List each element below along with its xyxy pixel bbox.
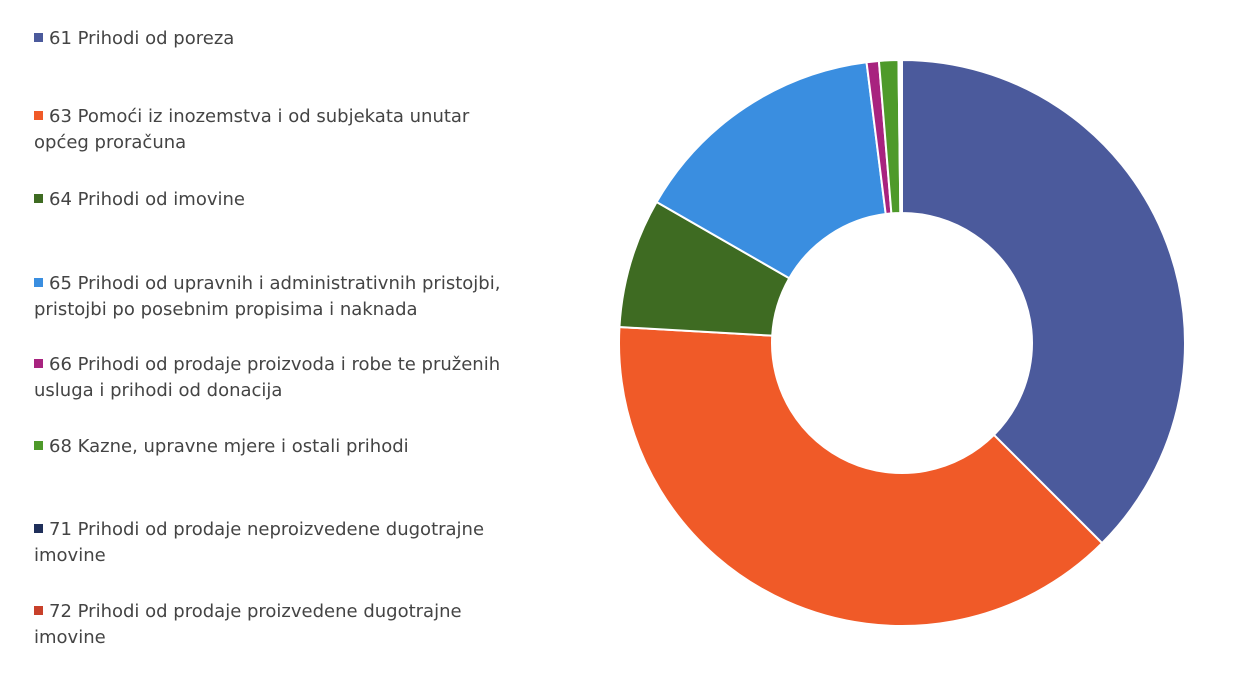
legend-item: 64 Prihodi od imovine [34,187,504,213]
legend-label: 64 Prihodi od imovine [49,189,245,210]
legend-swatch [34,33,43,42]
legend-label: 66 Prihodi od prodaje proizvoda i robe t… [34,354,501,401]
legend-label: 71 Prihodi od prodaje neproizvedene dugo… [34,519,485,566]
donut-slice [901,58,1186,545]
legend-label: 65 Prihodi od upravnih i administrativni… [34,273,501,320]
legend-swatch [34,359,43,368]
legend-label: 63 Pomoći iz inozemstva i od subjekata u… [34,106,470,153]
legend-swatch [34,441,43,450]
legend-swatch [34,111,43,120]
legend-swatch [34,278,43,287]
legend-item: 61 Prihodi od poreza [34,26,504,52]
donut-slice [618,325,1104,627]
legend-swatch [34,606,43,615]
legend-swatch [34,524,43,533]
legend-label: 72 Prihodi od prodaje proizvedene dugotr… [34,601,462,648]
legend-item: 66 Prihodi od prodaje proizvoda i robe t… [34,352,504,404]
legend-item: 65 Prihodi od upravnih i administrativni… [34,271,504,323]
donut-slice [655,61,887,280]
legend-item: 71 Prihodi od prodaje neproizvedene dugo… [34,517,504,569]
legend-item: 72 Prihodi od prodaje proizvedene dugotr… [34,599,504,651]
legend-item: 63 Pomoći iz inozemstva i od subjekata u… [34,104,504,156]
legend-swatch [34,194,43,203]
donut-slice [899,58,903,215]
legend-item: 68 Kazne, upravne mjere i ostali prihodi [34,434,504,460]
legend-label: 68 Kazne, upravne mjere i ostali prihodi [49,436,409,457]
legend-label: 61 Prihodi od poreza [49,28,235,49]
